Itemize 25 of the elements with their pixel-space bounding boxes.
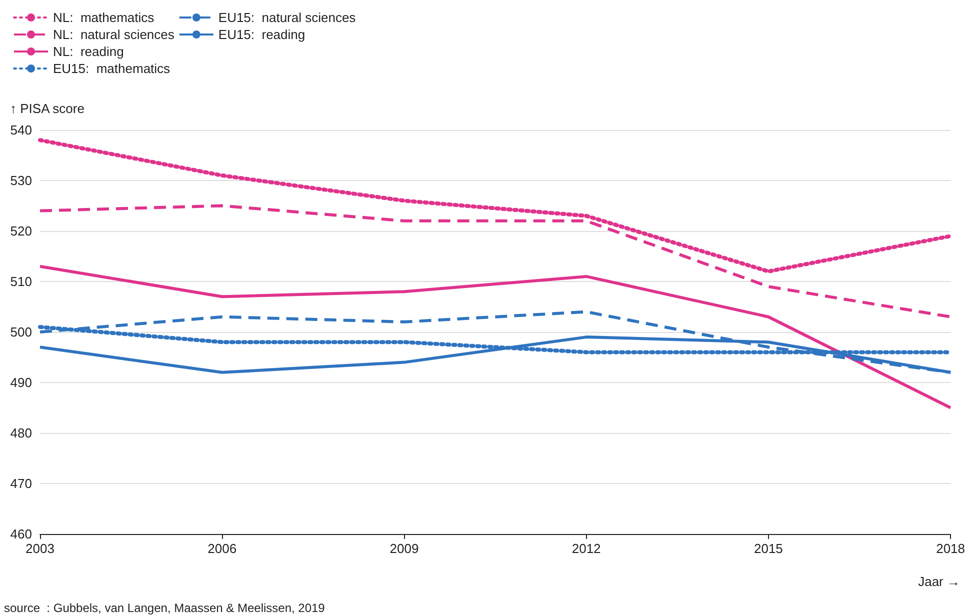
legend-label: NL: reading	[53, 44, 124, 59]
legend-label: NL: natural sciences	[53, 27, 175, 42]
x-axis-title: Jaar →	[918, 574, 960, 589]
x-tick-label: 2018	[936, 541, 965, 556]
legend-label: EU15: natural sciences	[218, 10, 356, 25]
legend-label: EU15: mathematics	[53, 61, 171, 76]
y-tick-label: 510	[10, 274, 32, 289]
x-tick-label: 2009	[390, 541, 419, 556]
source-note: source : Gubbels, van Langen, Maassen & Meelissen, 2019	[4, 601, 326, 615]
x-tick-label: 2003	[26, 541, 54, 556]
y-axis-title: ↑ PISA score	[10, 101, 84, 116]
y-tick-label: 480	[10, 426, 32, 440]
y-tick-label: 490	[10, 375, 32, 390]
y-tick-label: 470	[10, 476, 32, 491]
y-tick-label: 520	[10, 224, 32, 238]
line-series	[38, 264, 952, 410]
x-tick-label: 2015	[754, 541, 783, 556]
y-tick-label: 500	[10, 324, 32, 340]
y-tick-label: 530	[10, 173, 32, 188]
legend-label: EU15: reading	[218, 27, 306, 42]
x-tick-label: 2012	[572, 541, 601, 556]
legend-label: NL: mathematics	[53, 10, 155, 25]
y-tick-label: 540	[10, 122, 32, 138]
x-tick-label: 2006	[208, 541, 237, 556]
y-tick-label: 460	[10, 526, 32, 542]
